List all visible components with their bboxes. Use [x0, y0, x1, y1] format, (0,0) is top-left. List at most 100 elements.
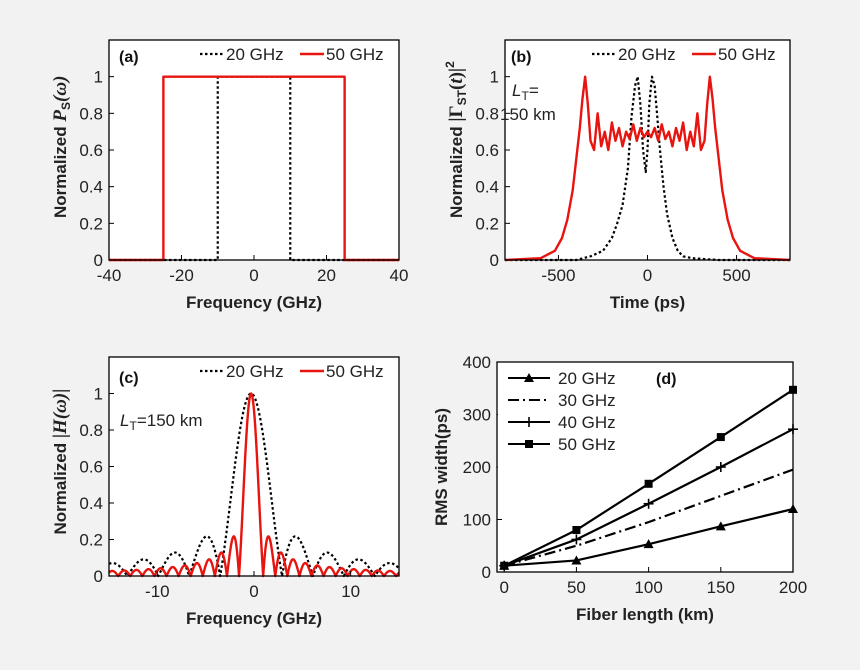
legend-entry: 30 GHz	[558, 391, 616, 410]
x-tick-label: -40	[97, 266, 122, 285]
x-tick-label: 500	[722, 266, 750, 285]
legend-entry: 20 GHz	[558, 369, 616, 388]
legend-entry: 40 GHz	[558, 413, 616, 432]
panel-label: (a)	[119, 49, 139, 66]
y-tick-label: 1	[94, 68, 103, 87]
data-point	[644, 479, 653, 488]
annotation-rest: =150 km	[137, 411, 203, 430]
data-point	[716, 433, 725, 442]
legend-entry: 20 GHz	[226, 362, 284, 381]
panel-d: 0 50 100 150 200 0 100 200 300 400 Fiber length (k…	[432, 353, 807, 624]
series-line-20ghz	[505, 75, 790, 262]
legend-entry: 20 GHz	[226, 45, 284, 64]
ylabel-math-close: )|	[446, 68, 467, 79]
y-tick-label: 1	[490, 68, 499, 87]
legend: 20 GHz 50 GHz	[592, 45, 776, 64]
y-tick-label: 0.6	[475, 141, 499, 160]
x-tick-label: 20	[317, 266, 336, 285]
ylabel-math-subscript: ST	[455, 89, 469, 105]
panel-label: (b)	[511, 49, 531, 66]
plot-background	[109, 40, 399, 260]
annotation-rest: =	[529, 81, 539, 100]
x-tick-label: 150	[707, 578, 735, 597]
ylabel-math-open: (	[446, 84, 467, 90]
panel-label: (d)	[656, 371, 676, 388]
y-tick-label: 0.6	[79, 458, 103, 477]
ylabel-math-symbol: |Γ	[446, 105, 467, 121]
y-tick-label: 200	[463, 458, 491, 477]
y-tick-label: 0.2	[79, 531, 103, 550]
ylabel-math-subscript: S	[59, 102, 73, 110]
x-tick-label: -10	[145, 582, 170, 601]
legend: 20 GHz 30 GHz 40 GHz 50 GHz	[498, 363, 638, 478]
annotation-sub: T	[521, 89, 529, 103]
annotation-var: L	[120, 411, 129, 430]
series-line-30ghz	[503, 468, 794, 567]
data-point	[715, 521, 726, 531]
plot-background	[109, 357, 399, 576]
ylabel-math-arg: (ω)|	[50, 389, 71, 420]
y-axis-label: Normalized |ΓST(t)|2	[443, 61, 469, 218]
y-tick-label: 0.8	[79, 104, 103, 123]
y-axis-label: RMS width(ps)	[432, 408, 451, 526]
ylabel-math-power: 2	[443, 61, 457, 68]
annotation-length: LT=150 km	[120, 411, 203, 433]
annotation-length: LT=	[512, 81, 539, 103]
x-axis-label: Time (ps)	[610, 293, 685, 312]
panel-c: -10 0 10 0 0.2 0.4 0.6 0.8 1 Frequency (GHz) (c) 20…	[50, 356, 400, 628]
y-axis-label-prefix: Normalized	[51, 126, 70, 218]
legend-entry: 50 GHz	[558, 435, 616, 454]
x-tick-label: 50	[567, 578, 586, 597]
y-tick-label: 0.4	[79, 494, 103, 513]
series-line-20ghz	[108, 392, 400, 578]
x-axis-label: Fiber length (km)	[576, 605, 714, 624]
series-line-50ghz	[504, 75, 791, 262]
legend-entry: 50 GHz	[326, 362, 384, 381]
panel-b: -500 0 500 0 0.2 0.4 0.6 0.8 1 Time (ps) (b) 20 GHz…	[443, 39, 791, 312]
legend: 20 GHz 50 GHz	[200, 45, 384, 64]
y-tick-label: 0	[482, 563, 491, 582]
x-tick-label: 100	[634, 578, 662, 597]
data-point	[500, 561, 509, 570]
x-tick-label: -20	[169, 266, 194, 285]
y-tick-label: 0	[490, 251, 499, 270]
y-tick-label: 100	[463, 511, 491, 530]
ylabel-math-bar: |	[50, 434, 71, 438]
legend-marker	[525, 440, 533, 448]
x-tick-label: 0	[499, 578, 508, 597]
y-tick-label: 300	[463, 406, 491, 425]
legend-marker	[524, 373, 534, 382]
x-tick-label: 0	[643, 266, 652, 285]
data-point	[571, 555, 582, 565]
x-tick-label: 10	[341, 582, 360, 601]
panel-a: -40 -20 0 20 40 0 0.2 0.4 0.6 0.8 1 Frequency (GHz)…	[50, 39, 408, 312]
ylabel-math-arg: t	[446, 78, 467, 84]
annotation-line2: 150 km	[500, 105, 556, 124]
annotation-var: L	[512, 81, 521, 100]
x-tick-label: 200	[779, 578, 807, 597]
legend: 20 GHz 50 GHz	[200, 362, 384, 381]
x-tick-label: 0	[249, 582, 258, 601]
y-tick-label: 400	[463, 353, 491, 372]
x-axis-label: Frequency (GHz)	[186, 609, 322, 628]
ylabel-math-symbol: P	[50, 110, 71, 123]
legend-entry: 50 GHz	[718, 45, 776, 64]
y-tick-label: 0	[94, 251, 103, 270]
y-axis-label-prefix: Normalized	[447, 126, 466, 218]
y-tick-label: 0.6	[79, 141, 103, 160]
annotation-sub: T	[129, 419, 137, 433]
y-tick-label: 0.4	[79, 178, 103, 197]
x-tick-label: -500	[541, 266, 575, 285]
y-tick-label: 0.2	[79, 214, 103, 233]
data-point	[643, 539, 654, 549]
y-tick-label: 1	[94, 385, 103, 404]
panel-label: (c)	[119, 370, 139, 387]
y-tick-label: 0	[94, 567, 103, 586]
ylabel-math-symbol: H	[50, 418, 71, 435]
data-point	[571, 534, 582, 545]
y-tick-label: 0.8	[475, 104, 499, 123]
y-tick-label: 0.4	[475, 178, 499, 197]
legend-box	[498, 363, 638, 478]
data-point	[572, 526, 581, 534]
